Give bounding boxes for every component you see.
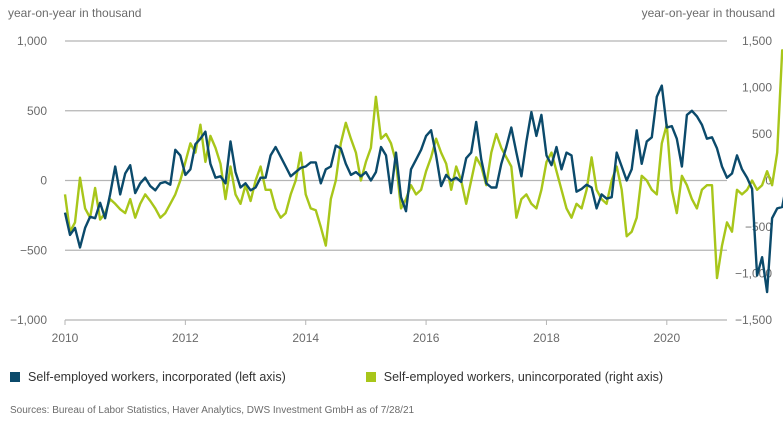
legend-swatch-incorporated (10, 372, 20, 382)
y-left-tick-label: 0 (40, 174, 47, 188)
series-line-unincorporated (63, 49, 783, 280)
y-left-tick-label: 1,000 (17, 34, 47, 48)
x-tick-label: 2016 (413, 331, 440, 345)
right-axis-title: year-on-year in thousand (641, 6, 775, 20)
legend-label-unincorporated: Self-employed workers, unincorporated (r… (383, 370, 664, 384)
legend-item-unincorporated: Self-employed workers, unincorporated (r… (365, 370, 664, 384)
y-right-tick-label: 0 (765, 174, 772, 188)
y-left-tick-label: −1,000 (10, 313, 47, 327)
series-line-incorporated (63, 84, 783, 294)
x-tick-label: 2014 (292, 331, 319, 345)
y-right-tick-label: 1,500 (742, 34, 772, 48)
legend-item-incorporated: Self-employed workers, incorporated (lef… (10, 370, 286, 384)
legend-label-incorporated: Self-employed workers, incorporated (lef… (28, 370, 286, 384)
y-right-tick-label: −1,500 (735, 313, 772, 327)
y-left-tick-label: −500 (20, 243, 47, 257)
y-right-tick-label: −1,000 (735, 267, 772, 281)
source-note: Sources: Bureau of Labor Statistics, Hav… (10, 405, 415, 416)
x-tick-label: 2020 (653, 331, 680, 345)
legend-swatch-unincorporated (365, 372, 376, 382)
y-right-tick-label: 500 (752, 127, 772, 141)
legend: Self-employed workers, incorporated (lef… (10, 370, 663, 384)
x-tick-label: 2018 (533, 331, 560, 345)
y-right-tick-label: 1,000 (742, 81, 772, 95)
x-tick-label: 2012 (172, 331, 199, 345)
y-left-tick-label: 500 (27, 104, 47, 118)
left-axis-title: year-on-year in thousand (8, 6, 142, 20)
x-tick-label: 2010 (52, 331, 79, 345)
line-chart: 1,000 500 0 −500 −1,000 1,500 1,000 500 0 −500 −1,… (10, 34, 783, 345)
y-right-tick-label: −500 (745, 220, 772, 234)
